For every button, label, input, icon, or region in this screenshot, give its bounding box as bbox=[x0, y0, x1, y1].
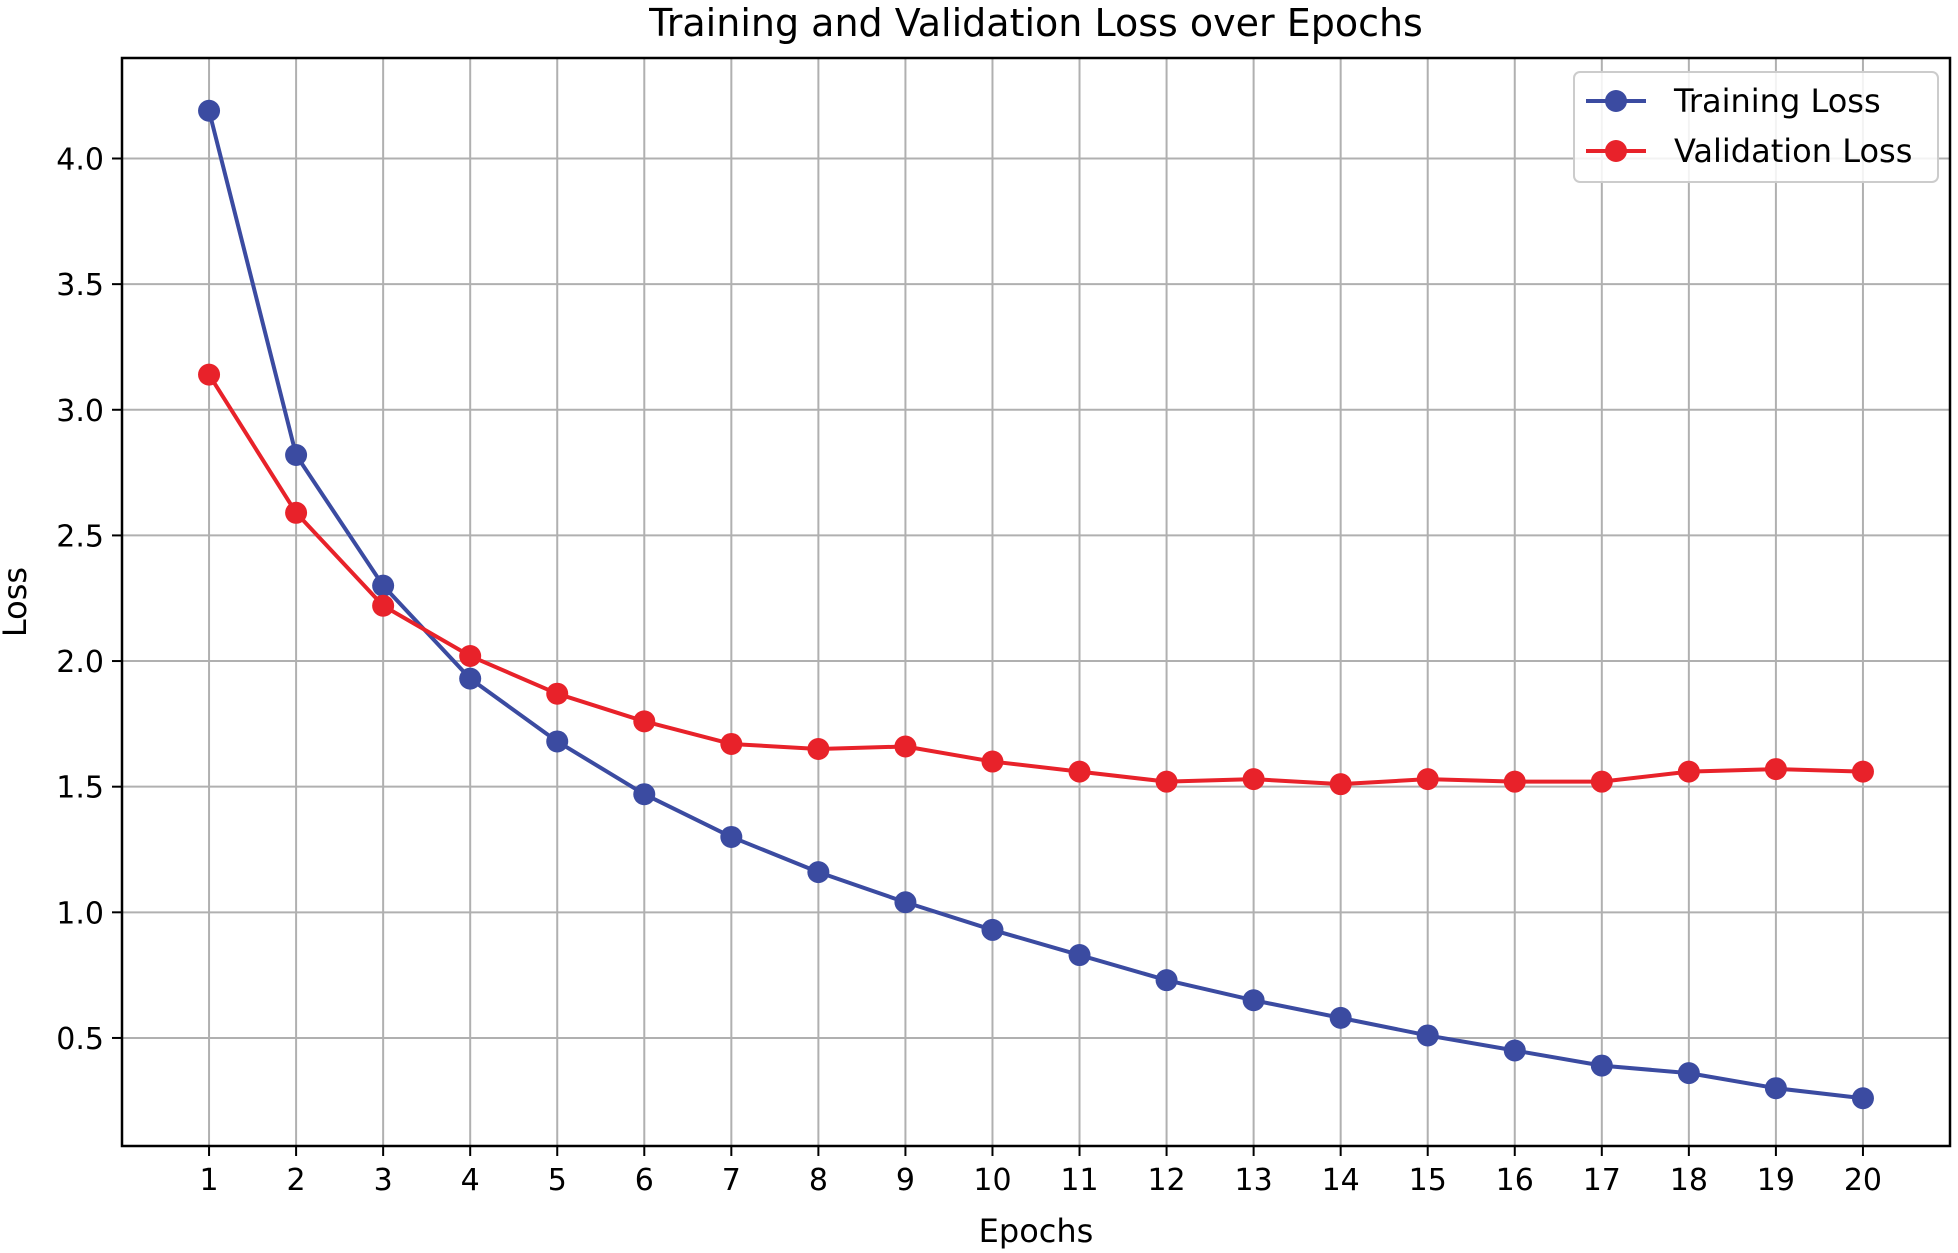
validation-loss-point bbox=[1503, 770, 1526, 793]
training-loss-point bbox=[459, 667, 482, 690]
y-tick-label: 2.0 bbox=[56, 645, 104, 680]
validation-loss-line bbox=[207, 373, 1864, 787]
y-tick-label: 0.5 bbox=[56, 1022, 104, 1057]
training-loss-point bbox=[1416, 1024, 1439, 1047]
x-tick-label: 16 bbox=[1496, 1163, 1534, 1198]
legend-training-label: Training Loss bbox=[1673, 82, 1881, 120]
training-loss-point bbox=[1155, 969, 1178, 992]
validation-loss-point bbox=[1329, 773, 1352, 796]
x-tick-label: 8 bbox=[809, 1163, 828, 1198]
y-tick-label: 4.0 bbox=[56, 143, 104, 178]
validation-loss-point bbox=[1155, 770, 1178, 793]
validation-loss-point bbox=[198, 363, 221, 386]
legend-training-marker bbox=[1605, 90, 1627, 112]
validation-loss-point bbox=[1764, 758, 1787, 781]
training-loss-point bbox=[633, 783, 656, 806]
x-tick-label: 7 bbox=[722, 1163, 741, 1198]
x-tick-label: 14 bbox=[1322, 1163, 1360, 1198]
validation-loss-point bbox=[981, 750, 1004, 773]
x-axis-ticks: 1 2 3 4 5 6 7 8 9 10 11 12 13 14 15 16 17 18 19 20 bbox=[200, 1146, 1882, 1198]
x-tick-label: 5 bbox=[548, 1163, 567, 1198]
training-loss-point bbox=[894, 891, 917, 914]
validation-loss-point bbox=[459, 645, 482, 668]
validation-loss-point bbox=[1677, 760, 1700, 783]
validation-loss-point bbox=[807, 737, 830, 760]
legend: Training Loss Validation Loss bbox=[1573, 71, 1939, 183]
y-tick-label: 1.5 bbox=[56, 771, 104, 806]
training-loss-point bbox=[981, 918, 1004, 941]
series-layer bbox=[198, 99, 1874, 1110]
training-loss-point bbox=[720, 825, 743, 848]
legend-validation-label: Validation Loss bbox=[1674, 132, 1912, 170]
x-tick-label: 18 bbox=[1670, 1163, 1708, 1198]
training-loss-line bbox=[207, 110, 1864, 1101]
y-tick-label: 2.5 bbox=[56, 519, 104, 554]
x-tick-label: 10 bbox=[973, 1163, 1011, 1198]
y-axis-ticks: 0.5 1.0 1.5 2.0 2.5 3.0 3.5 4.0 bbox=[56, 143, 122, 1057]
training-loss-point bbox=[198, 99, 221, 122]
x-tick-label: 13 bbox=[1235, 1163, 1273, 1198]
training-loss-point bbox=[1590, 1054, 1613, 1077]
training-loss-point bbox=[807, 861, 830, 884]
x-tick-label: 9 bbox=[896, 1163, 915, 1198]
validation-loss-point bbox=[1416, 768, 1439, 791]
x-tick-label: 17 bbox=[1583, 1163, 1621, 1198]
training-loss-point bbox=[1503, 1039, 1526, 1062]
validation-loss-point bbox=[372, 594, 395, 617]
training-loss-point bbox=[1068, 944, 1091, 967]
training-loss-point bbox=[372, 574, 395, 597]
x-tick-label: 15 bbox=[1409, 1163, 1447, 1198]
legend-validation-marker bbox=[1605, 140, 1627, 162]
x-tick-label: 20 bbox=[1844, 1163, 1882, 1198]
validation-loss-point bbox=[633, 710, 656, 733]
validation-loss-point bbox=[720, 732, 743, 755]
x-axis-title: Epochs bbox=[979, 1212, 1094, 1250]
training-loss-point bbox=[285, 444, 308, 467]
y-tick-label: 3.0 bbox=[56, 394, 104, 429]
x-tick-label: 3 bbox=[374, 1163, 393, 1198]
chart-title: Training and Validation Loss over Epochs bbox=[648, 1, 1423, 45]
x-tick-label: 19 bbox=[1757, 1163, 1795, 1198]
training-loss-point bbox=[1242, 989, 1265, 1012]
y-axis-title: Loss bbox=[0, 567, 34, 637]
validation-loss-point bbox=[1590, 770, 1613, 793]
y-tick-label: 1.0 bbox=[56, 896, 104, 931]
validation-loss-point bbox=[1068, 760, 1091, 783]
training-loss-point bbox=[1329, 1006, 1352, 1029]
grid-lines bbox=[122, 58, 1950, 1146]
validation-loss-point bbox=[285, 501, 308, 524]
x-tick-label: 4 bbox=[461, 1163, 480, 1198]
validation-loss-point bbox=[1851, 760, 1874, 783]
x-tick-label: 1 bbox=[200, 1163, 219, 1198]
validation-loss-point bbox=[546, 682, 569, 705]
x-tick-label: 11 bbox=[1060, 1163, 1098, 1198]
training-loss-point bbox=[1764, 1077, 1787, 1100]
x-tick-label: 2 bbox=[287, 1163, 306, 1198]
plot-area-frame bbox=[120, 56, 1952, 1148]
y-tick-label: 3.5 bbox=[56, 268, 104, 303]
training-loss-point bbox=[1851, 1087, 1874, 1110]
legend-box bbox=[1573, 71, 1939, 183]
x-tick-label: 12 bbox=[1147, 1163, 1185, 1198]
training-loss-point bbox=[546, 730, 569, 753]
x-tick-label: 6 bbox=[635, 1163, 654, 1198]
validation-loss-point bbox=[894, 735, 917, 758]
training-loss-point bbox=[1677, 1062, 1700, 1085]
validation-loss-point bbox=[1242, 768, 1265, 791]
